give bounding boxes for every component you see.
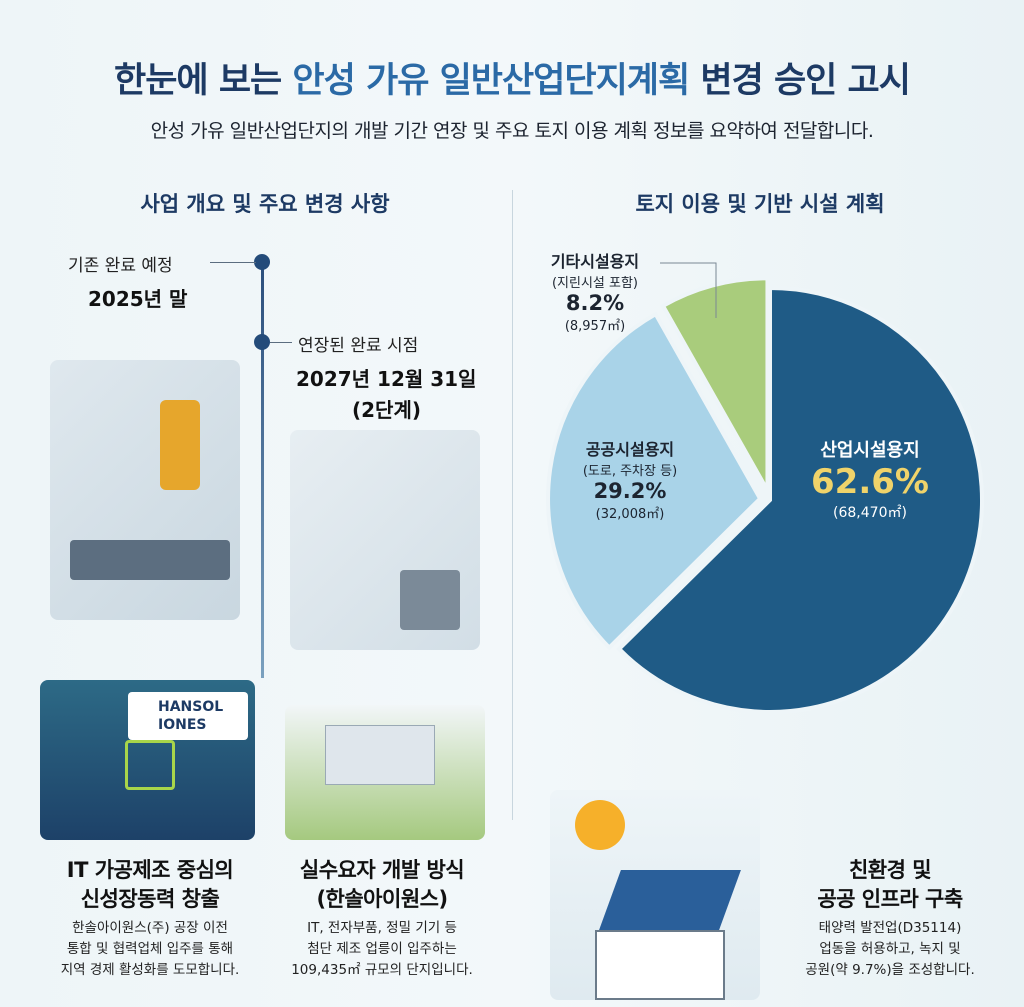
card-title: 실수요자 개발 방식 (한솔아이원스) — [299, 858, 465, 911]
connector — [210, 262, 256, 263]
slice-other — [660, 276, 770, 498]
land-use-pie-chart — [546, 276, 984, 714]
timeline-value: 2025년 말 — [88, 287, 188, 311]
subtitle: 안성 가유 일반산업단지의 개발 기간 연장 및 주요 토지 이용 계획 정보를… — [150, 120, 874, 142]
leader-line — [660, 262, 717, 318]
timeline-value-stage: (2단계) — [352, 398, 421, 422]
pie-label-other: 기타시설용지 (지린시설 포함) 8.2% (8,957㎡) — [550, 252, 640, 334]
card-title: IT 가공제조 중심의 신성장동력 창출 — [66, 858, 234, 911]
industrial-complex-illustration — [285, 705, 485, 840]
timeline-line — [261, 258, 264, 678]
timeline-value: 2027년 12월 31일 — [296, 367, 477, 391]
slice-industrial — [616, 285, 984, 714]
timeline-label: 기존 완료 예정 — [68, 256, 173, 276]
left-section-heading: 사업 개요 및 주요 변경 사항 — [140, 192, 390, 216]
card-text: IT, 전자부품, 정밀 기기 등 첨단 제조 업릉이 입주하는 109,435㎡ … — [291, 920, 473, 978]
hansol-logo: HANSOL IONES — [128, 692, 248, 740]
timeline-dot — [254, 334, 270, 350]
right-section-heading: 토지 이용 및 기반 시설 계획 — [635, 192, 885, 216]
slice-public — [546, 311, 763, 651]
pie-label-industrial: 산업시설용지 62.6% (68,470㎡) — [811, 440, 929, 521]
lab-illustration — [290, 430, 480, 650]
card-text: 한솔아이원스(주) 공장 이전 통합 및 협력업체 입주를 통해 지역 경제 활성화… — [60, 920, 240, 978]
timeline-dot — [254, 254, 270, 270]
pie-label-public: 공공시설용지 (도로, 주차장 등) 29.2% (32,008㎡) — [582, 440, 678, 522]
factory-robots-illustration — [50, 360, 240, 620]
page-title: 한눈에 보는 안성 가유 일반산업단지계획 변경 승인 고시 — [114, 61, 911, 101]
divider — [512, 190, 513, 820]
solar-house-illustration — [550, 790, 760, 1000]
timeline-label: 연장된 완료 시점 — [298, 336, 419, 356]
card-text: 태양력 발전업(D35114) 업동을 허용하고, 녹지 및 공원(약 9.7%)을… — [805, 920, 975, 978]
connector — [270, 342, 292, 343]
card-title: 친환경 및 공공 인프라 구축 — [817, 858, 963, 911]
